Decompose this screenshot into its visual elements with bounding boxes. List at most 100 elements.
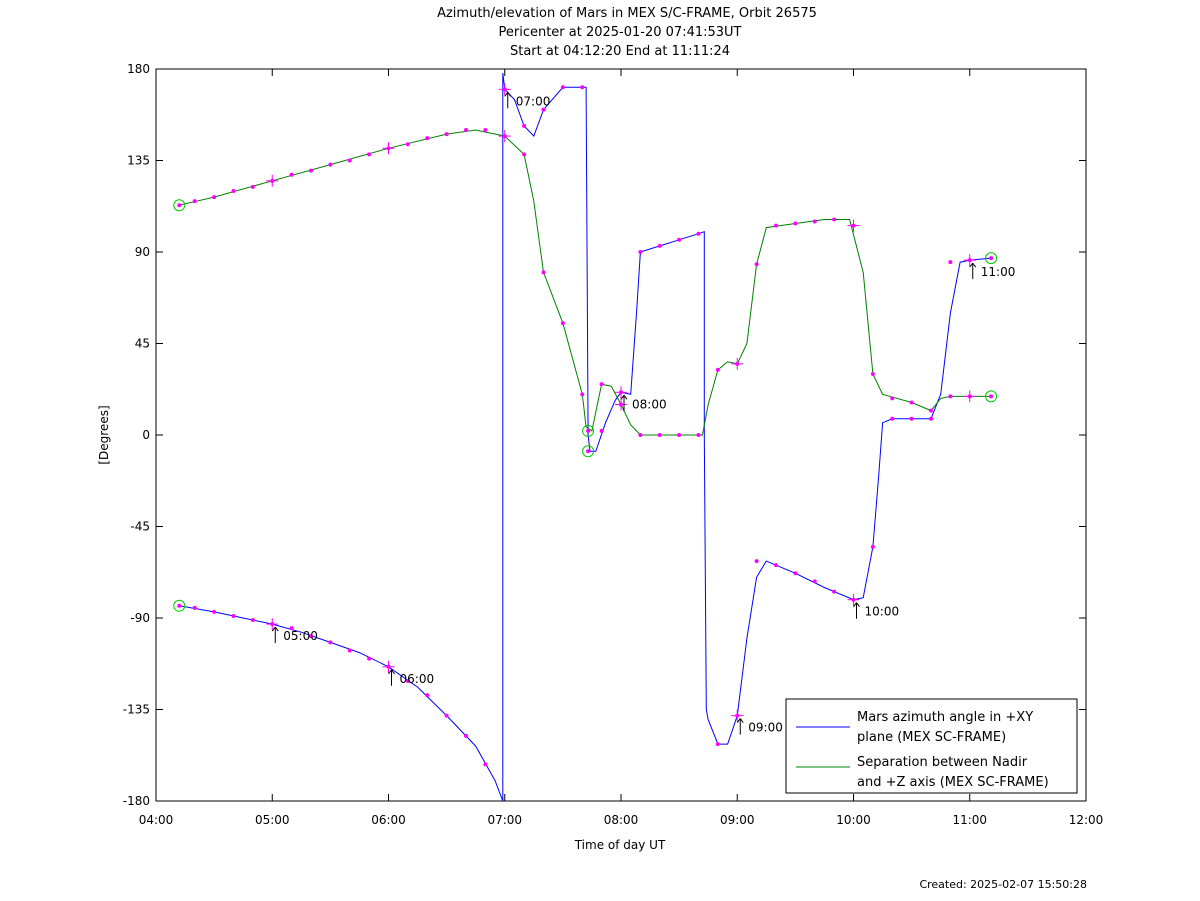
data-point <box>231 613 236 618</box>
data-point <box>444 713 449 718</box>
data-point <box>405 142 410 147</box>
series-layer <box>179 73 992 802</box>
data-point <box>696 433 701 437</box>
data-point <box>599 428 604 433</box>
data-point <box>425 693 430 698</box>
hour-annotation-label: 11:00 <box>981 265 1016 279</box>
hour-annotation: 08:00 <box>620 394 667 412</box>
hour-marker <box>615 386 627 399</box>
x-axis: 04:00 05:00 06:00 07:00 08:00 09:00 10:00 11:00… <box>139 69 1104 827</box>
data-point <box>425 136 430 141</box>
hour-marker <box>266 174 279 187</box>
data-point <box>347 158 352 163</box>
data-point <box>522 123 527 128</box>
x-tick-label: 04:00 <box>139 813 174 827</box>
hour-marker <box>382 660 395 673</box>
hour-marker <box>963 254 976 267</box>
data-point <box>599 382 604 387</box>
data-point <box>638 433 643 437</box>
legend-label-azimuth-line1: Mars azimuth angle in +XY <box>857 710 1033 725</box>
data-point <box>948 394 953 399</box>
chart-title: Azimuth/elevation of Mars in MEX S/C-FRA… <box>437 6 817 21</box>
hour-annotation: 06:00 <box>388 669 434 686</box>
legend-label-azimuth-line2: plane (MEX SC-FRAME) <box>857 730 1006 745</box>
endpoint-marker <box>173 199 186 212</box>
hour-annotation: 05:00 <box>271 626 318 644</box>
data-point <box>754 262 759 267</box>
hour-annotation-label: 05:00 <box>283 629 318 643</box>
data-point <box>812 579 817 584</box>
y-tick-label: -90 <box>130 611 150 625</box>
data-point <box>870 372 875 376</box>
legend-label-separation-line1: Separation between Nadir <box>857 755 1028 770</box>
data-point <box>464 733 468 738</box>
x-tick-label: 07:00 <box>487 813 522 827</box>
plot-area <box>155 68 1087 802</box>
endpoint-dot <box>586 449 591 454</box>
hour-annotation-label: 09:00 <box>748 721 783 735</box>
data-point <box>541 270 546 275</box>
data-point <box>231 189 236 193</box>
y-tick-label: -180 <box>123 794 150 808</box>
y-tick-label: 135 <box>127 154 150 168</box>
y-axis: 180 135 90 45 0 -45 -90 -135 -180 <box>123 62 1086 808</box>
x-tick-label: 08:00 <box>604 813 639 827</box>
data-point <box>909 416 914 421</box>
data-point <box>289 172 294 177</box>
legend-box <box>785 698 1078 794</box>
data-point <box>638 250 643 254</box>
data-point <box>774 563 778 568</box>
hour-annotation-label: 08:00 <box>632 397 667 411</box>
data-point <box>367 152 372 157</box>
hour-marker <box>847 219 860 232</box>
title-block: Azimuth/elevation of Mars in MEX S/C-FRA… <box>437 6 817 59</box>
data-point <box>657 433 662 437</box>
data-point <box>309 634 313 639</box>
hour-marker <box>731 709 744 722</box>
hour-marker <box>615 398 627 411</box>
data-point <box>580 392 585 397</box>
hour-marker <box>498 83 511 96</box>
data-point <box>657 243 662 248</box>
hour-marker <box>963 390 976 403</box>
y-tick-label: -135 <box>123 703 150 717</box>
hour-marker <box>382 142 395 155</box>
endpoint-dot <box>177 603 182 608</box>
data-point <box>444 132 449 137</box>
data-point <box>483 762 488 767</box>
hour-marker <box>266 618 279 631</box>
endpoint-dot <box>177 203 182 208</box>
legend-label-separation-line2: and +Z axis (MEX SC-FRAME) <box>857 775 1049 790</box>
y-tick-label: -45 <box>130 520 150 534</box>
y-axis-label: [Degrees] <box>97 405 111 464</box>
data-point <box>309 168 313 173</box>
marker-layer <box>173 83 998 767</box>
endpoint-marker <box>582 424 595 437</box>
data-point <box>890 396 895 401</box>
data-point <box>328 640 333 645</box>
series-line-0 <box>179 73 992 802</box>
data-point <box>560 85 565 90</box>
data-point <box>793 221 798 226</box>
chart-subtitle-pericenter: Pericenter at 2025-01-20 07:41:53UT <box>498 25 741 40</box>
data-point <box>250 184 255 189</box>
data-point <box>289 626 294 631</box>
data-point <box>677 433 682 437</box>
endpoint-dot <box>586 428 591 433</box>
data-point <box>212 609 217 614</box>
created-timestamp: Created: 2025-02-07 15:50:28 <box>919 878 1087 891</box>
data-point <box>774 223 778 228</box>
data-point <box>812 219 817 224</box>
data-point <box>715 367 720 372</box>
data-point <box>328 162 333 167</box>
series-line-1 <box>179 129 992 436</box>
hour-annotation-label: 10:00 <box>865 605 900 619</box>
hour-marker <box>847 593 860 606</box>
data-point <box>832 217 837 222</box>
data-point <box>929 416 933 421</box>
data-point <box>754 559 759 564</box>
data-point <box>405 679 410 684</box>
x-tick-label: 12:00 <box>1069 813 1104 827</box>
data-point <box>541 107 546 112</box>
